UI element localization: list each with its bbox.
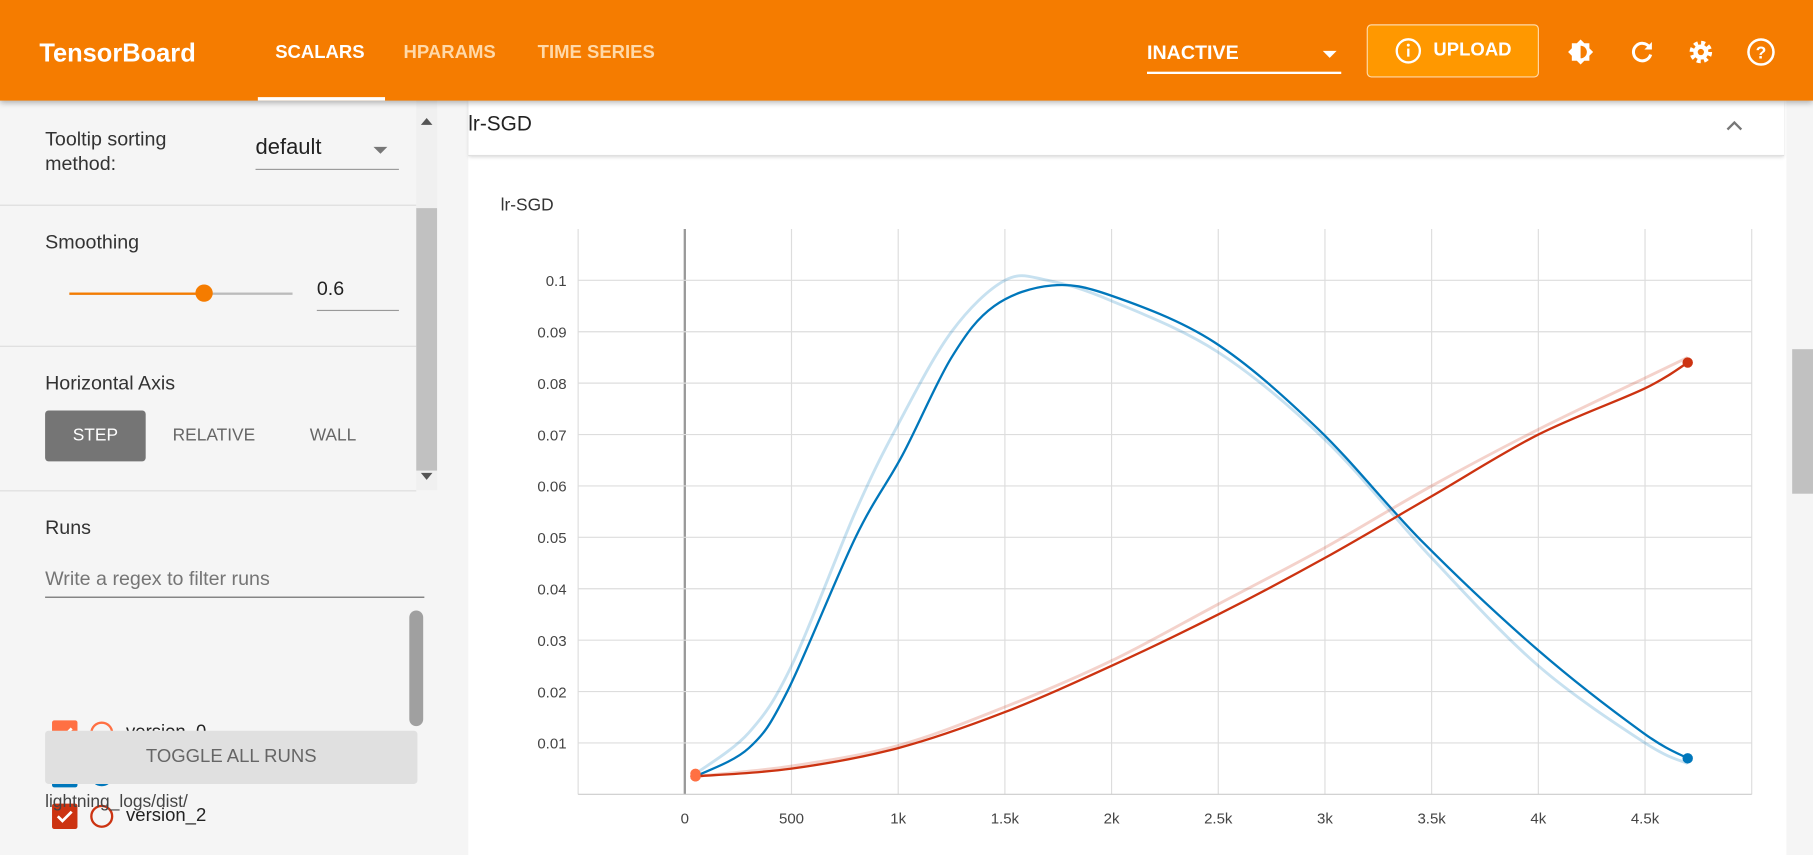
y-tick-label: 0.03 [537, 633, 566, 650]
scroll-up-icon[interactable] [420, 117, 433, 125]
info-icon [1395, 38, 1421, 64]
runs-scrollbar[interactable] [409, 610, 424, 727]
scrollbar-thumb[interactable] [1792, 349, 1813, 494]
toggle-all-runs-button[interactable]: TOGGLE ALL RUNS [45, 730, 418, 784]
tooltip-sorting-label: Tooltip sorting method: [45, 128, 167, 175]
run-checkbox[interactable] [52, 803, 78, 830]
tooltip-sorting-value: default [255, 135, 322, 160]
scroll-down-icon[interactable] [420, 472, 433, 480]
x-tick-label: 2k [1104, 810, 1120, 827]
active-tab-indicator [257, 97, 386, 101]
runs-filter-input[interactable] [45, 560, 425, 598]
tab-time-series[interactable]: TIME SERIES [537, 42, 655, 63]
scrollbar-thumb[interactable] [416, 208, 438, 471]
page-scrollbar[interactable] [1792, 100, 1813, 855]
slider-thumb[interactable] [195, 284, 213, 302]
y-tick-label: 0.1 [546, 273, 567, 290]
x-tick-label: 1.5k [991, 810, 1020, 827]
run-radio[interactable] [90, 804, 114, 828]
start-point-version_0 [690, 768, 701, 779]
y-tick-label: 0.01 [537, 736, 566, 753]
tab-scalars[interactable]: SCALARS [275, 42, 365, 63]
chevron-up-icon[interactable] [1725, 117, 1744, 136]
smoothed-line-version_1 [694, 283, 1689, 778]
tooltip-sorting-section: Tooltip sorting method: default [0, 101, 417, 206]
logdir-label: lightning_logs/dist/ [45, 792, 188, 812]
end-point-version_1 [1682, 753, 1693, 764]
sidebar: Tooltip sorting method: default Smoothin… [0, 100, 440, 855]
y-tick-label: 0.05 [537, 530, 566, 547]
status-select-value: INACTIVE [1147, 41, 1239, 64]
smoothing-input[interactable]: 0.6 [316, 278, 399, 312]
tooltip-sorting-select[interactable]: default [255, 135, 399, 170]
y-tick-label: 0.02 [537, 684, 566, 701]
smoothing-label: Smoothing [45, 231, 140, 254]
line-chart[interactable]: lr-SGD 0 500 1k 1.5k 2k 2.5k 3k 3.5k 4k 4.5k 0.01 0… [468, 101, 1786, 855]
status-select[interactable]: INACTIVE [1147, 41, 1342, 74]
tab-hparams[interactable]: HPARAMS [403, 42, 496, 63]
smoothing-section: Smoothing 0.6 [0, 206, 417, 347]
settings-icon[interactable] [1686, 37, 1716, 67]
wall-button[interactable]: WALL [309, 425, 357, 446]
x-tick-label: 3.5k [1417, 810, 1446, 827]
sidebar-scrollbar[interactable] [416, 100, 438, 491]
x-tick-label: 3k [1317, 810, 1333, 827]
x-tick-label: 0 [681, 810, 689, 827]
help-icon[interactable]: ? [1746, 37, 1776, 67]
y-tick-label: 0.08 [537, 376, 566, 393]
run-name: version_2 [126, 805, 207, 826]
y-tick-label: 0.07 [537, 427, 566, 444]
horizontal-axis-section: Horizontal Axis STEP RELATIVE WALL [0, 347, 417, 492]
x-tick-label: 1k [890, 810, 906, 827]
svg-text:?: ? [1756, 42, 1767, 62]
upload-button[interactable]: UPLOAD [1366, 24, 1539, 78]
x-tick-label: 2.5k [1204, 810, 1233, 827]
upload-label: UPLOAD [1433, 40, 1512, 61]
x-tick-label: 4.5k [1631, 810, 1660, 827]
smoothing-slider[interactable] [69, 284, 293, 302]
raw-line-version_2 [695, 356, 1689, 778]
y-tick-label: 0.09 [537, 325, 566, 342]
horizontal-axis-label: Horizontal Axis [45, 372, 176, 395]
chart-title: lr-SGD [501, 194, 554, 214]
chevron-down-icon [373, 146, 388, 154]
scalar-card: lr-SGD lr-SGD 0 500 1k 1.5k 2k 2.5k 3k 3.5k 4k 4.… [468, 100, 1787, 855]
brand-logo: TensorBoard [39, 38, 196, 68]
top-app-bar: TensorBoard SCALARS HPARAMS TIME SERIES … [0, 0, 1813, 101]
card-header[interactable]: lr-SGD [468, 101, 1785, 157]
y-tick-label: 0.06 [537, 479, 566, 496]
chevron-down-icon [1322, 50, 1337, 58]
end-point-version_2 [1682, 357, 1693, 368]
check-icon [56, 810, 73, 823]
x-tick-label: 500 [779, 810, 804, 827]
brightness-icon[interactable] [1566, 37, 1596, 67]
run-item[interactable]: version_2 [52, 802, 206, 830]
smoothed-line-version_2 [695, 361, 1689, 778]
card-title: lr-SGD [468, 112, 532, 136]
refresh-icon[interactable] [1627, 37, 1657, 67]
slider-fill [69, 292, 204, 295]
x-tick-label: 4k [1530, 810, 1546, 827]
runs-label: Runs [45, 516, 91, 539]
y-tick-label: 0.04 [537, 582, 566, 599]
step-button[interactable]: STEP [45, 410, 146, 462]
relative-button[interactable]: RELATIVE [172, 425, 256, 446]
